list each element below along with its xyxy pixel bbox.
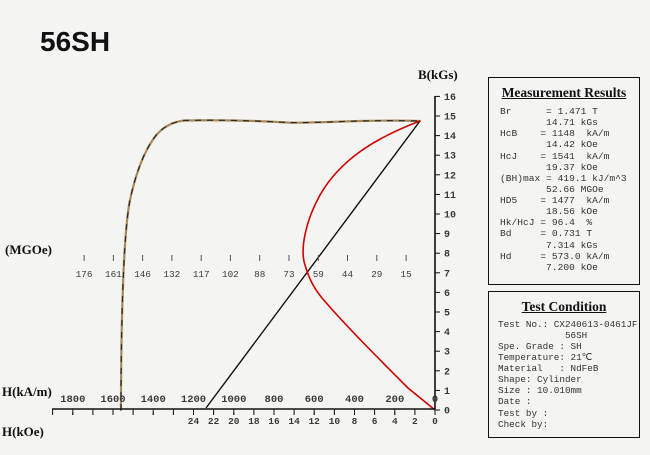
svg-text:1: 1 <box>444 387 450 398</box>
svg-text:200: 200 <box>385 394 404 406</box>
svg-text:9: 9 <box>444 230 450 241</box>
svg-text:14: 14 <box>288 416 300 427</box>
svg-text:8: 8 <box>444 250 450 261</box>
svg-text:5: 5 <box>444 309 450 320</box>
svg-text:8: 8 <box>352 416 358 427</box>
svg-text:1200: 1200 <box>181 394 206 406</box>
svg-text:132: 132 <box>164 269 181 280</box>
svg-text:1400: 1400 <box>141 394 166 406</box>
svg-text:15: 15 <box>401 269 412 280</box>
svg-text:600: 600 <box>305 394 324 406</box>
svg-text:117: 117 <box>193 269 210 280</box>
svg-text:29: 29 <box>371 269 382 280</box>
svg-text:2: 2 <box>444 367 450 378</box>
svg-text:7: 7 <box>444 269 450 280</box>
svg-text:10: 10 <box>329 416 341 427</box>
svg-text:24: 24 <box>188 416 200 427</box>
svg-text:10: 10 <box>444 211 456 222</box>
svg-text:15: 15 <box>444 113 456 124</box>
svg-text:0: 0 <box>432 416 438 427</box>
svg-text:6: 6 <box>372 416 378 427</box>
svg-text:3: 3 <box>444 348 450 359</box>
svg-text:4: 4 <box>444 328 450 339</box>
svg-text:14: 14 <box>444 132 456 143</box>
svg-text:16: 16 <box>268 416 280 427</box>
svg-text:102: 102 <box>222 269 239 280</box>
svg-text:400: 400 <box>345 394 364 406</box>
svg-text:176: 176 <box>76 269 93 280</box>
svg-text:13: 13 <box>444 152 456 163</box>
svg-text:161: 161 <box>105 269 122 280</box>
svg-text:6: 6 <box>444 289 450 300</box>
svg-text:0: 0 <box>444 407 450 418</box>
svg-text:73: 73 <box>283 269 294 280</box>
svg-text:1600: 1600 <box>100 394 125 406</box>
svg-text:22: 22 <box>208 416 220 427</box>
svg-text:2: 2 <box>412 416 418 427</box>
svg-text:0: 0 <box>432 394 438 406</box>
svg-text:1800: 1800 <box>60 394 85 406</box>
svg-text:11: 11 <box>444 191 456 202</box>
svg-text:1000: 1000 <box>221 394 246 406</box>
svg-text:12: 12 <box>444 171 456 182</box>
svg-text:800: 800 <box>265 394 284 406</box>
svg-text:88: 88 <box>254 269 265 280</box>
svg-text:18: 18 <box>248 416 260 427</box>
svg-text:44: 44 <box>342 269 354 280</box>
svg-text:4: 4 <box>392 416 398 427</box>
svg-text:59: 59 <box>313 269 324 280</box>
svg-text:20: 20 <box>228 416 240 427</box>
svg-text:16: 16 <box>444 93 456 104</box>
svg-text:146: 146 <box>134 269 151 280</box>
svg-text:12: 12 <box>308 416 320 427</box>
